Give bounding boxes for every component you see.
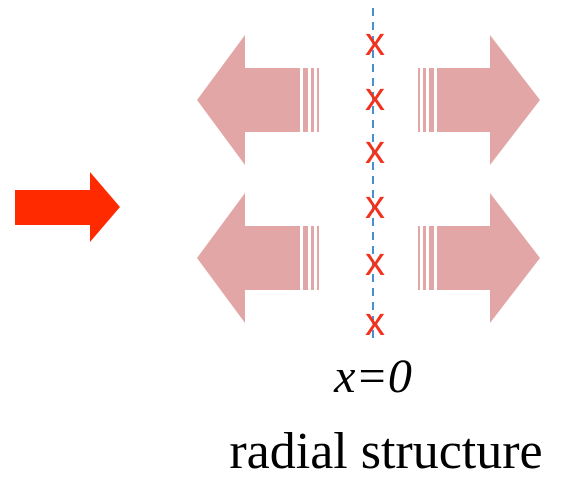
arrow-stripe [418, 226, 420, 290]
arrow-group-top [197, 35, 540, 165]
arrow-stripe [317, 226, 319, 290]
arrow-stripe [423, 68, 426, 132]
right-arrow [437, 35, 540, 165]
arrow-stripe [311, 226, 314, 290]
left-arrow [197, 193, 300, 323]
axis-label: x=0 [333, 350, 412, 403]
marker: x [365, 20, 385, 64]
incoming-arrow [15, 172, 120, 242]
arrow-stripe [303, 68, 308, 132]
arrow-stripe [418, 68, 420, 132]
marker: x [365, 75, 385, 119]
marker: x [365, 183, 385, 227]
arrow-stripe [429, 68, 434, 132]
marker: x [365, 128, 385, 172]
arrow-stripe [317, 68, 319, 132]
arrow-stripe [429, 226, 434, 290]
marker: x [365, 240, 385, 284]
right-arrow [437, 193, 540, 323]
arrow-stripe [423, 226, 426, 290]
arrow-group-bottom [197, 193, 540, 323]
arrow-stripe [303, 226, 308, 290]
caption: radial structure [229, 423, 542, 478]
left-arrow [197, 35, 300, 165]
arrow-stripe [311, 68, 314, 132]
marker: x [365, 300, 385, 344]
